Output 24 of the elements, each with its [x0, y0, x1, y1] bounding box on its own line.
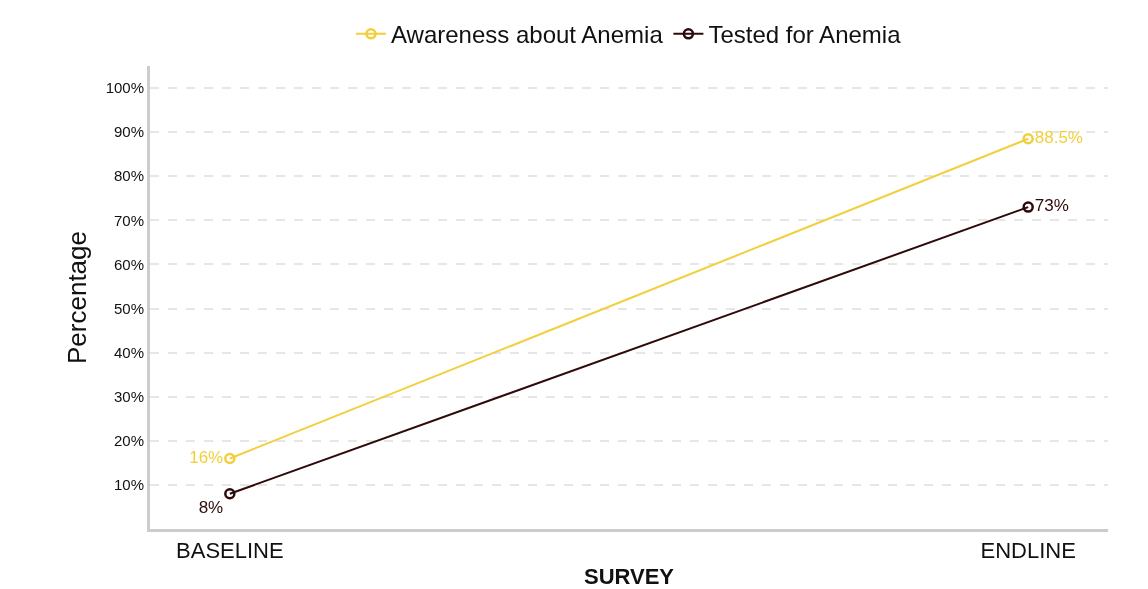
- y-tick-label: 20%: [113, 432, 144, 450]
- y-tick-label: 70%: [113, 211, 144, 229]
- data-label: 88.5%: [1034, 128, 1083, 148]
- y-tick-label: 50%: [113, 299, 144, 317]
- point: [1022, 133, 1034, 145]
- y-tick-label: 80%: [113, 167, 144, 185]
- point: [1022, 201, 1034, 213]
- x-tick-label: ENDLINE: [980, 538, 1076, 564]
- y-tick-label: 90%: [113, 123, 144, 141]
- y-tick-label: 100%: [105, 79, 144, 97]
- data-label: 16%: [189, 447, 224, 467]
- data-label: 8%: [198, 498, 224, 518]
- x-axis-title: SURVEY: [583, 564, 675, 589]
- y-axis-title: Percentage: [62, 231, 92, 364]
- y-tick-label: 30%: [113, 387, 144, 405]
- legend-label: Awareness about Anemia: [391, 21, 664, 49]
- data-label: 73%: [1034, 196, 1069, 216]
- y-tick-label: 40%: [113, 343, 144, 361]
- point: [224, 452, 236, 465]
- y-tick-label: 10%: [113, 476, 144, 494]
- x-tick-label: BASELINE: [176, 538, 284, 564]
- y-tick-label: 60%: [113, 255, 144, 273]
- point: [224, 487, 236, 500]
- legend-label: Tested for Anemia: [708, 21, 902, 49]
